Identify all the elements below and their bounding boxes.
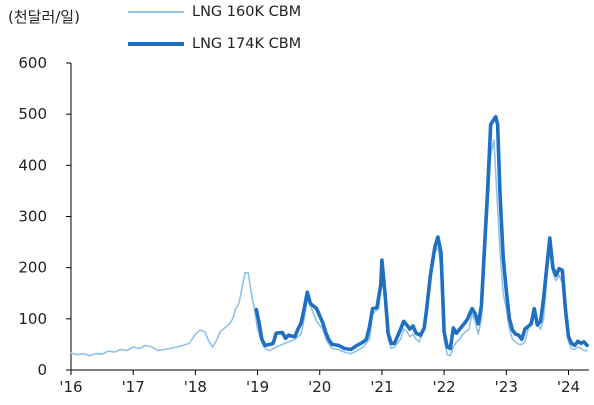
x-tick-label: '17 [122,378,145,396]
x-tick-label: '21 [370,378,393,396]
y-tick-label: 400 [18,156,47,174]
y-tick-label: 500 [18,105,47,123]
legend-label-160k: LNG 160K CBM [192,4,302,20]
y-tick-label: 300 [18,208,47,226]
legend-item-174k: LNG 174K CBM [128,36,301,52]
legend-swatch-174k [128,42,184,46]
x-tick-label: '23 [495,378,518,396]
series-line-174k [254,114,589,352]
y-tick-label: 600 [18,54,47,72]
x-tick-label: '18 [184,378,207,396]
x-tick-label: '22 [432,378,455,396]
x-tick-label: '16 [59,378,82,396]
axes: 0 100 200 300 400 500 600 '16 '17 '18 '19 '20 '21 '22… [18,54,589,396]
legend-label-174k: LNG 174K CBM [192,36,302,52]
x-tick-label: '24 [557,378,580,396]
x-tick-label: '20 [308,378,331,396]
y-tick-label: 0 [37,361,47,379]
plot-area [70,114,589,357]
y-tick-label: 200 [18,259,47,277]
legend-item-160k: LNG 160K CBM [128,4,301,20]
y-axis-unit-label: (천달러/일) [8,8,80,26]
legend-swatch-160k [128,11,184,13]
x-tick-label: '19 [246,378,269,396]
y-tick-label: 100 [18,310,47,328]
